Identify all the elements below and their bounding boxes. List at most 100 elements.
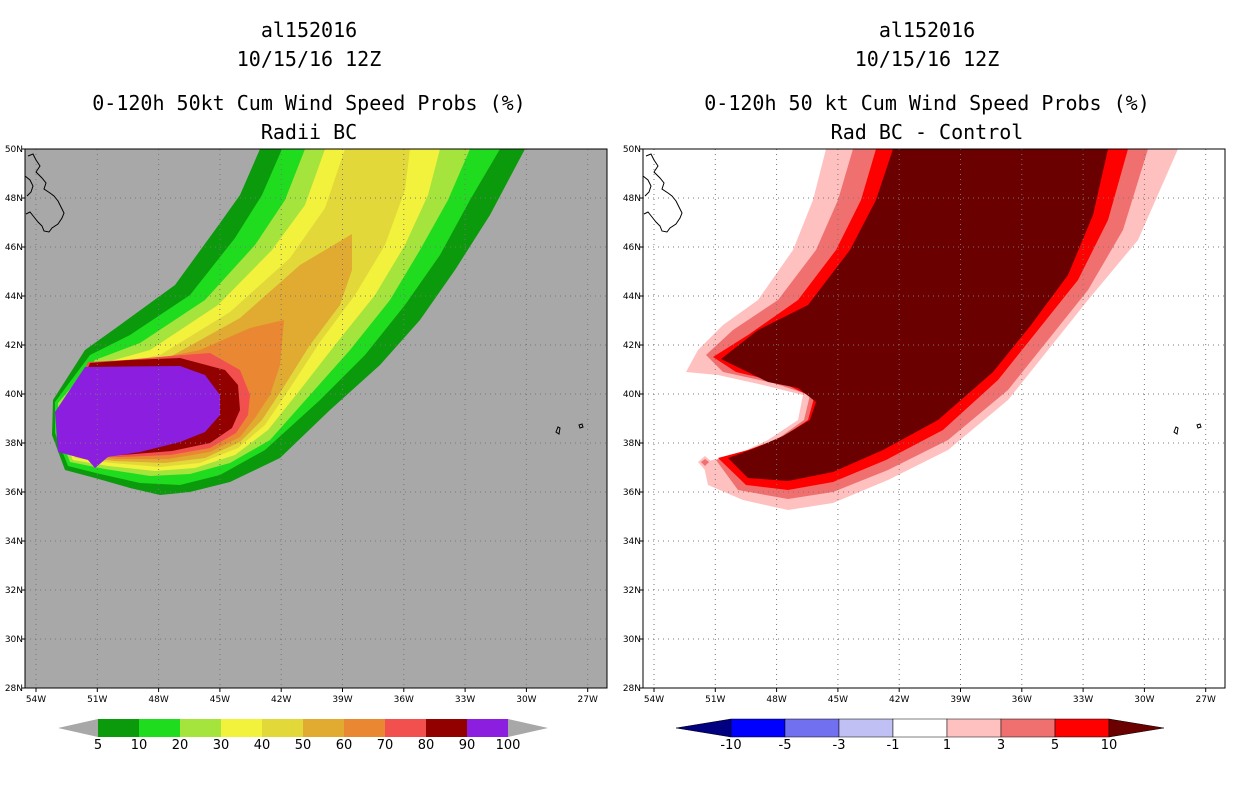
azores-island-2 <box>578 423 584 429</box>
colorbar-swatch <box>730 718 786 738</box>
lon-tick-label: 48W <box>148 695 168 705</box>
left-storm-id: al152016 <box>260 18 358 42</box>
lon-tick-label: 45W <box>210 695 230 705</box>
right-datetime: 10/15/16 12Z <box>854 47 1000 71</box>
lat-tick-label: 32N <box>5 586 23 596</box>
colorbar-swatch <box>892 718 948 738</box>
colorbar-label: 20 <box>172 738 189 753</box>
lat-tick-label: 30N <box>623 635 641 645</box>
lat-tick-label: 48N <box>5 194 23 204</box>
colorbar-swatch <box>426 719 467 737</box>
colorbar-label: 80 <box>418 738 435 753</box>
lat-tick-label: 34N <box>5 537 23 547</box>
colorbar-swatch <box>180 719 221 737</box>
lon-tick-label: 33W <box>455 695 475 705</box>
lat-tick-label: 50N <box>623 145 641 155</box>
diff-band-gt-10 <box>721 149 1108 481</box>
right-axis-labels: 54W 51W 48W 45W 42W 39W 36W 33W 30W 27W 28N 30N 32N 3… <box>623 145 1216 705</box>
left-datetime: 10/15/16 12Z <box>236 47 382 71</box>
right-map: 54W 51W 48W 45W 42W 39W 36W 33W 30W 27W 28N 30N 32N 3… <box>623 145 1226 753</box>
colorbar-label: -3 <box>833 738 846 753</box>
lon-tick-label: 30W <box>1134 695 1154 705</box>
right-difference-field <box>686 149 1178 510</box>
colorbar-label: 1 <box>943 738 951 753</box>
lon-tick-label: 36W <box>394 695 414 705</box>
colorbar-swatch <box>303 719 344 737</box>
right-coastlines <box>642 153 1202 435</box>
right-panel: al152016 10/15/16 12Z 0-120h 50 kt Cum W… <box>618 0 1236 800</box>
left-panel: al152016 10/15/16 12Z 0-120h 50kt Cum Wi… <box>5 18 608 753</box>
colorbar-label: 10 <box>131 738 148 753</box>
colorbar-label: 90 <box>459 738 476 753</box>
newfoundland-coast <box>643 153 683 233</box>
lon-tick-label: 39W <box>950 695 970 705</box>
colorbar-swatch <box>467 719 508 737</box>
lat-tick-label: 38N <box>5 439 23 449</box>
right-storm-id: al152016 <box>878 18 976 42</box>
lon-tick-label: 45W <box>828 695 848 705</box>
colorbar-swatch <box>946 718 1002 738</box>
azores-island-1 <box>555 426 561 435</box>
colorbar-label: -5 <box>779 738 792 753</box>
lon-tick-label: 36W <box>1012 695 1032 705</box>
azores-island-2 <box>1196 423 1202 429</box>
nova-scotia-coast <box>24 175 34 197</box>
colorbar-label: 100 <box>496 738 521 753</box>
lat-tick-label: 30N <box>5 635 23 645</box>
colorbar-label: 40 <box>254 738 271 753</box>
left-title: 0-120h 50kt Cum Wind Speed Probs (%) <box>92 91 526 115</box>
right-title: 0-120h 50 kt Cum Wind Speed Probs (%) <box>704 91 1150 115</box>
lat-tick-label: 40N <box>623 390 641 400</box>
left-map-frame <box>24 148 608 689</box>
lat-tick-label: 28N <box>5 684 23 694</box>
lon-tick-label: 30W <box>516 695 536 705</box>
colorbar-label: 10 <box>1101 738 1118 753</box>
colorbar-label: 30 <box>213 738 230 753</box>
lat-tick-label: 34N <box>623 537 641 547</box>
left-colorbar: 5 10 20 30 40 50 60 70 80 90 100 <box>58 719 548 753</box>
azores-island-1 <box>1173 426 1179 435</box>
lon-tick-label: 51W <box>705 695 725 705</box>
colorbar-label: 5 <box>94 738 102 753</box>
left-map: 54W 51W 48W 45W 42W 39W 36W 33W 30W 27W 28N 30N 32N 3… <box>5 145 608 753</box>
colorbar-label: 50 <box>295 738 312 753</box>
colorbar-swatch <box>262 719 303 737</box>
diff-spot-3-5 <box>701 459 709 466</box>
colorbar-under-triangle <box>58 719 98 737</box>
right-grid <box>643 148 1225 689</box>
lon-tick-label: 27W <box>1196 695 1216 705</box>
right-subtitle: Rad BC - Control <box>830 120 1024 144</box>
left-probability-field <box>52 149 525 495</box>
colorbar-swatch <box>784 718 840 738</box>
colorbar-swatch <box>98 719 139 737</box>
lat-tick-label: 42N <box>5 341 23 351</box>
right-colorbar: -10 -5 -3 -1 1 3 5 10 <box>675 718 1165 753</box>
colorbar-label: 5 <box>1051 738 1059 753</box>
lat-tick-label: 40N <box>5 390 23 400</box>
lon-tick-label: 27W <box>578 695 598 705</box>
lon-tick-label: 42W <box>889 695 909 705</box>
colorbar-under-triangle <box>675 718 732 738</box>
colorbar-label: 70 <box>377 738 394 753</box>
colorbar-label: -1 <box>887 738 900 753</box>
lon-tick-label: 33W <box>1073 695 1093 705</box>
colorbar-swatch <box>221 719 262 737</box>
lat-tick-label: 46N <box>5 243 23 253</box>
lon-tick-label: 54W <box>26 695 46 705</box>
newfoundland-coast <box>25 153 65 233</box>
lat-tick-label: 28N <box>623 684 641 694</box>
lon-tick-label: 42W <box>271 695 291 705</box>
lon-tick-label: 51W <box>87 695 107 705</box>
colorbar-label: 3 <box>997 738 1005 753</box>
colorbar-swatch <box>1054 718 1110 738</box>
lat-tick-label: 38N <box>623 439 641 449</box>
colorbar-swatch <box>838 718 894 738</box>
lat-tick-label: 50N <box>5 145 23 155</box>
colorbar-label: -10 <box>720 738 741 753</box>
nova-scotia-coast <box>642 175 652 197</box>
colorbar-swatch <box>1000 718 1056 738</box>
colorbar-over-triangle <box>1108 718 1165 738</box>
lon-tick-label: 54W <box>644 695 664 705</box>
right-map-frame <box>642 148 1226 689</box>
lon-tick-label: 48W <box>766 695 786 705</box>
